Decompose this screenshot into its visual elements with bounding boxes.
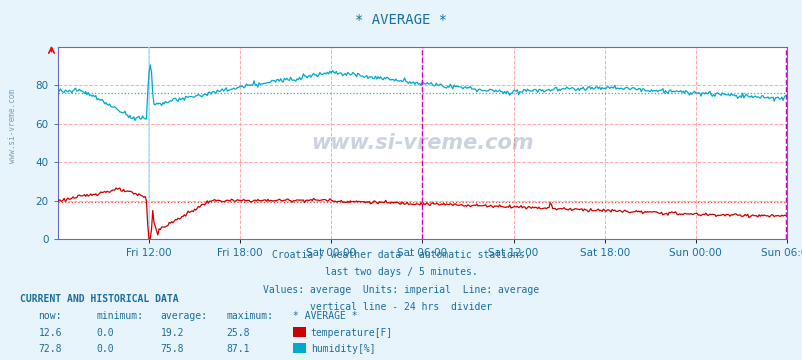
Text: 25.8: 25.8	[226, 328, 249, 338]
Text: minimum:: minimum:	[96, 311, 144, 321]
Text: last two days / 5 minutes.: last two days / 5 minutes.	[325, 267, 477, 278]
Text: humidity[%]: humidity[%]	[310, 344, 375, 354]
Text: 87.1: 87.1	[226, 344, 249, 354]
Text: www.si-vreme.com: www.si-vreme.com	[310, 133, 533, 153]
Text: Croatia / weather data - automatic stations.: Croatia / weather data - automatic stati…	[272, 250, 530, 260]
Text: 0.0: 0.0	[96, 328, 114, 338]
Text: temperature[F]: temperature[F]	[310, 328, 392, 338]
Text: * AVERAGE *: * AVERAGE *	[355, 13, 447, 27]
Text: * AVERAGE *: * AVERAGE *	[293, 311, 357, 321]
Text: 19.2: 19.2	[160, 328, 184, 338]
Text: vertical line - 24 hrs  divider: vertical line - 24 hrs divider	[310, 302, 492, 312]
Text: maximum:: maximum:	[226, 311, 273, 321]
Text: now:: now:	[38, 311, 62, 321]
Text: 72.8: 72.8	[38, 344, 62, 354]
Text: 0.0: 0.0	[96, 344, 114, 354]
Text: Values: average  Units: imperial  Line: average: Values: average Units: imperial Line: av…	[263, 285, 539, 295]
Text: CURRENT AND HISTORICAL DATA: CURRENT AND HISTORICAL DATA	[20, 294, 179, 304]
Text: average:: average:	[160, 311, 208, 321]
Text: 12.6: 12.6	[38, 328, 62, 338]
Text: 75.8: 75.8	[160, 344, 184, 354]
Text: www.si-vreme.com: www.si-vreme.com	[8, 89, 17, 163]
